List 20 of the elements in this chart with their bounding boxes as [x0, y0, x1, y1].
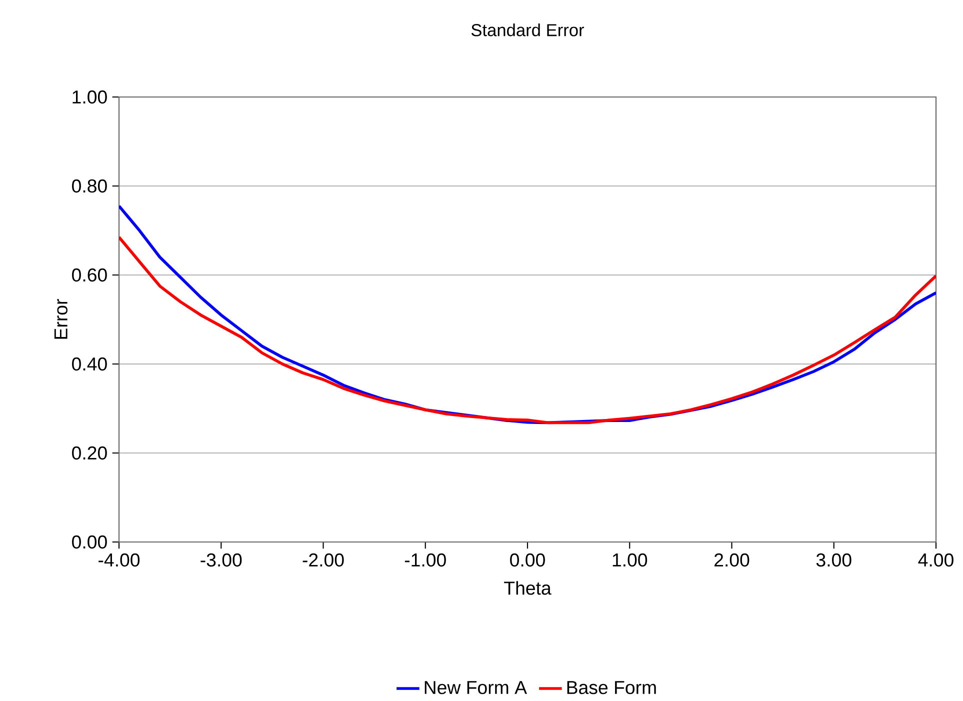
x-tick-label: -2.00	[302, 553, 344, 566]
y-tick-label: 0.40	[72, 357, 107, 370]
chart-title: Standard Error	[471, 23, 584, 36]
y-tick-label: 0.80	[72, 179, 107, 192]
x-tick-label: 2.00	[714, 553, 750, 566]
x-tick-label: -1.00	[404, 553, 446, 566]
x-axis-title: Theta	[504, 580, 552, 595]
y-tick-label: 0.00	[72, 535, 107, 548]
x-tick-label: 4.00	[918, 553, 954, 566]
x-tick-label: -3.00	[200, 553, 242, 566]
legend-label: New Form A	[424, 680, 527, 694]
y-tick-label: 0.20	[72, 446, 107, 460]
legend-label: Base Form	[567, 680, 656, 694]
y-tick-label: 1.00	[72, 90, 107, 104]
x-tick-label: 0.00	[510, 553, 545, 566]
y-tick-label: 0.60	[72, 268, 107, 282]
y-axis-title: Error	[54, 298, 68, 339]
x-tick-label: 3.00	[816, 553, 852, 566]
x-tick-label: -4.00	[98, 553, 140, 566]
x-tick-label: 1.00	[612, 553, 648, 566]
